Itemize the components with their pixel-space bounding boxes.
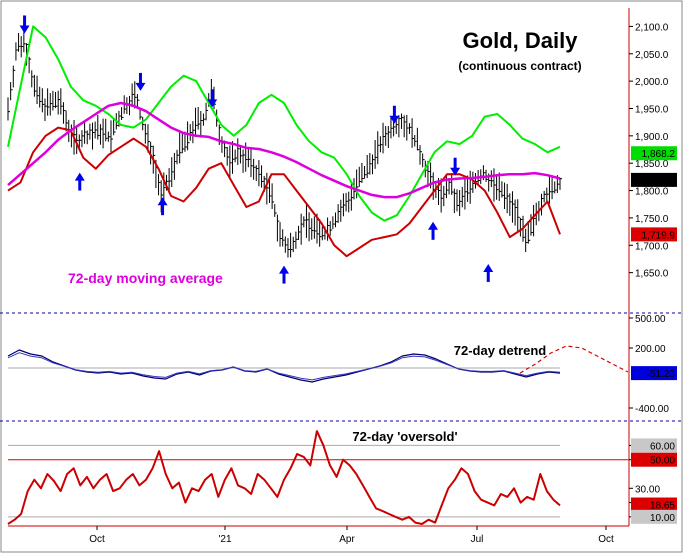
down-arrow-icon [450, 157, 461, 176]
price-last-value-label-box [631, 227, 677, 242]
oversold-title: 72-day 'oversold' [352, 429, 457, 444]
chart-subtitle: (continuous contract) [458, 59, 581, 73]
x-tick-label: Apr [339, 534, 355, 545]
oversold-level-label-10: 10.00 [650, 513, 675, 524]
arrow-head [157, 197, 168, 206]
arrow-head [135, 82, 146, 91]
arrow-head [483, 263, 494, 272]
upper-band-line [7, 25, 561, 222]
detrend-title: 72-day detrend [454, 343, 547, 358]
price-last-value-label: 1,868.2 [642, 149, 676, 160]
arrow-head [207, 99, 218, 108]
price-axis-tick-label: 2,000.0 [635, 77, 669, 88]
up-arrow-icon [279, 265, 289, 284]
arrow-head [389, 115, 400, 124]
price-axis-tick-label: 2,100.0 [635, 22, 669, 33]
up-arrow-icon [157, 197, 168, 216]
moving-average-line [7, 101, 561, 199]
price-axis-tick-label: 1,900.0 [635, 132, 669, 143]
down-arrow-icon [389, 105, 400, 124]
price-axis-tick-label: 1,950.0 [635, 104, 669, 115]
chart-marks: 1,650.0 1,700.0 1,750.0 1,800.0 1,850.0 1,900… [7, 15, 677, 525]
arrow-head [279, 265, 289, 274]
detrend-projection-line [519, 345, 629, 374]
down-arrow-icon [135, 72, 146, 91]
detrend-last-value-label: -51.23 [647, 369, 676, 380]
x-tick-label: Oct [89, 534, 105, 545]
oversold-line [7, 430, 561, 525]
detrend-smooth-line [7, 352, 561, 381]
oversold-level-label-10-box [631, 509, 677, 524]
oversold-level-label-50: 50.00 [650, 456, 675, 467]
detrend-axis-tick-label: 500.00 [635, 314, 666, 325]
arrow-head [428, 221, 439, 230]
detrend-panel: 72-day detrend [454, 343, 547, 358]
up-arrow-icon [428, 221, 439, 240]
oversold-level-label-60-box [631, 438, 677, 453]
price-last-value-label-box [631, 146, 677, 161]
price-axis-tick-label: 1,800.0 [635, 187, 669, 198]
price-axis-tick-label: 1,750.0 [635, 214, 669, 225]
up-arrow-icon [483, 263, 494, 282]
price-axis-tick-label: 1,650.0 [635, 269, 669, 280]
price-axis-tick-label: 1,700.0 [635, 241, 669, 252]
detrend-last-value-label-box [631, 366, 677, 381]
arrow-head [74, 172, 85, 181]
x-tick-label: Oct [598, 534, 614, 545]
chart-title: Gold, Daily [463, 28, 579, 53]
detrend-axis-tick-label: -400.00 [635, 404, 669, 415]
x-tick-label: '21 [218, 534, 231, 545]
price-panel: Gold, Daily (continuous contract) 72-day… [68, 28, 582, 286]
price-last-value-label-box [631, 172, 677, 187]
arrow-head [19, 25, 30, 34]
x-tick-label: Jul [471, 534, 484, 545]
x-axis: Oct '21 Apr Jul Oct [89, 526, 614, 545]
oversold-axis-tick-label: 30.00 [635, 484, 660, 495]
oversold-level-label-60: 60.00 [650, 441, 675, 452]
oversold-level-label-50-box [631, 452, 677, 467]
moving-average-annotation: 72-day moving average [68, 270, 223, 286]
oversold-panel: 72-day 'oversold' [352, 429, 457, 444]
price-last-value-label: 1,719.9 [642, 230, 676, 241]
price-axis-tick-label: 2,050.0 [635, 50, 669, 61]
down-arrow-icon [207, 89, 218, 108]
detrend-axis-tick-label: 200.00 [635, 344, 666, 355]
price-axis-tick-label: 1,850.0 [635, 159, 669, 170]
down-arrow-icon [19, 15, 30, 34]
oversold-last-value-label-box [631, 497, 677, 512]
price-last-value-label: 1,819.5 [642, 176, 676, 187]
arrow-head [450, 167, 461, 176]
up-arrow-icon [74, 172, 85, 191]
oversold-last-value-label: 18.65 [650, 501, 675, 512]
